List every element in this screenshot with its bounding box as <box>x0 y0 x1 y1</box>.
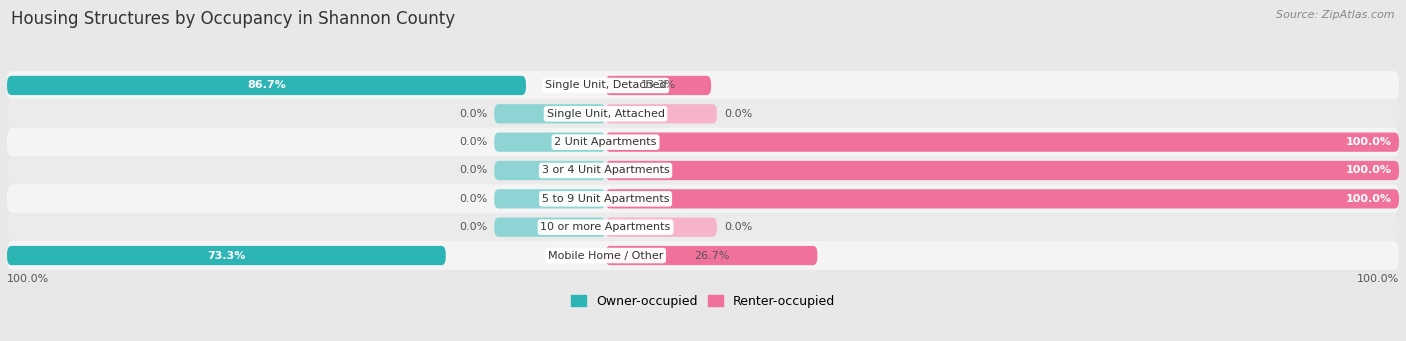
Text: 100.0%: 100.0% <box>1346 165 1392 176</box>
FancyBboxPatch shape <box>495 133 606 152</box>
FancyBboxPatch shape <box>7 184 1399 213</box>
FancyBboxPatch shape <box>7 156 1399 185</box>
Text: 13.3%: 13.3% <box>641 80 676 90</box>
FancyBboxPatch shape <box>606 218 717 237</box>
Text: 10 or more Apartments: 10 or more Apartments <box>540 222 671 232</box>
Text: 86.7%: 86.7% <box>247 80 285 90</box>
Text: Single Unit, Detached: Single Unit, Detached <box>544 80 666 90</box>
Text: 2 Unit Apartments: 2 Unit Apartments <box>554 137 657 147</box>
Text: 0.0%: 0.0% <box>458 222 488 232</box>
FancyBboxPatch shape <box>7 99 1399 128</box>
Text: 0.0%: 0.0% <box>724 109 752 119</box>
FancyBboxPatch shape <box>7 76 526 95</box>
Text: Source: ZipAtlas.com: Source: ZipAtlas.com <box>1277 10 1395 20</box>
FancyBboxPatch shape <box>606 133 1399 152</box>
Text: 0.0%: 0.0% <box>724 222 752 232</box>
Text: 100.0%: 100.0% <box>7 274 49 284</box>
FancyBboxPatch shape <box>7 71 1399 100</box>
Text: 0.0%: 0.0% <box>458 165 488 176</box>
FancyBboxPatch shape <box>495 218 606 237</box>
Text: 73.3%: 73.3% <box>207 251 246 261</box>
FancyBboxPatch shape <box>606 246 817 265</box>
FancyBboxPatch shape <box>606 161 1399 180</box>
Text: 100.0%: 100.0% <box>1346 194 1392 204</box>
Text: Mobile Home / Other: Mobile Home / Other <box>548 251 664 261</box>
Text: 0.0%: 0.0% <box>458 109 488 119</box>
FancyBboxPatch shape <box>7 128 1399 157</box>
FancyBboxPatch shape <box>606 189 1399 208</box>
FancyBboxPatch shape <box>495 104 606 123</box>
FancyBboxPatch shape <box>495 161 606 180</box>
Text: 0.0%: 0.0% <box>458 137 488 147</box>
Text: 100.0%: 100.0% <box>1357 274 1399 284</box>
Text: Housing Structures by Occupancy in Shannon County: Housing Structures by Occupancy in Shann… <box>11 10 456 28</box>
FancyBboxPatch shape <box>606 76 711 95</box>
FancyBboxPatch shape <box>606 104 717 123</box>
Text: Single Unit, Attached: Single Unit, Attached <box>547 109 665 119</box>
FancyBboxPatch shape <box>7 241 1399 270</box>
Legend: Owner-occupied, Renter-occupied: Owner-occupied, Renter-occupied <box>567 290 839 313</box>
Text: 3 or 4 Unit Apartments: 3 or 4 Unit Apartments <box>541 165 669 176</box>
FancyBboxPatch shape <box>495 189 606 208</box>
Text: 100.0%: 100.0% <box>1346 137 1392 147</box>
FancyBboxPatch shape <box>7 213 1399 242</box>
FancyBboxPatch shape <box>7 246 446 265</box>
Text: 5 to 9 Unit Apartments: 5 to 9 Unit Apartments <box>541 194 669 204</box>
Text: 26.7%: 26.7% <box>693 251 730 261</box>
Text: 0.0%: 0.0% <box>458 194 488 204</box>
